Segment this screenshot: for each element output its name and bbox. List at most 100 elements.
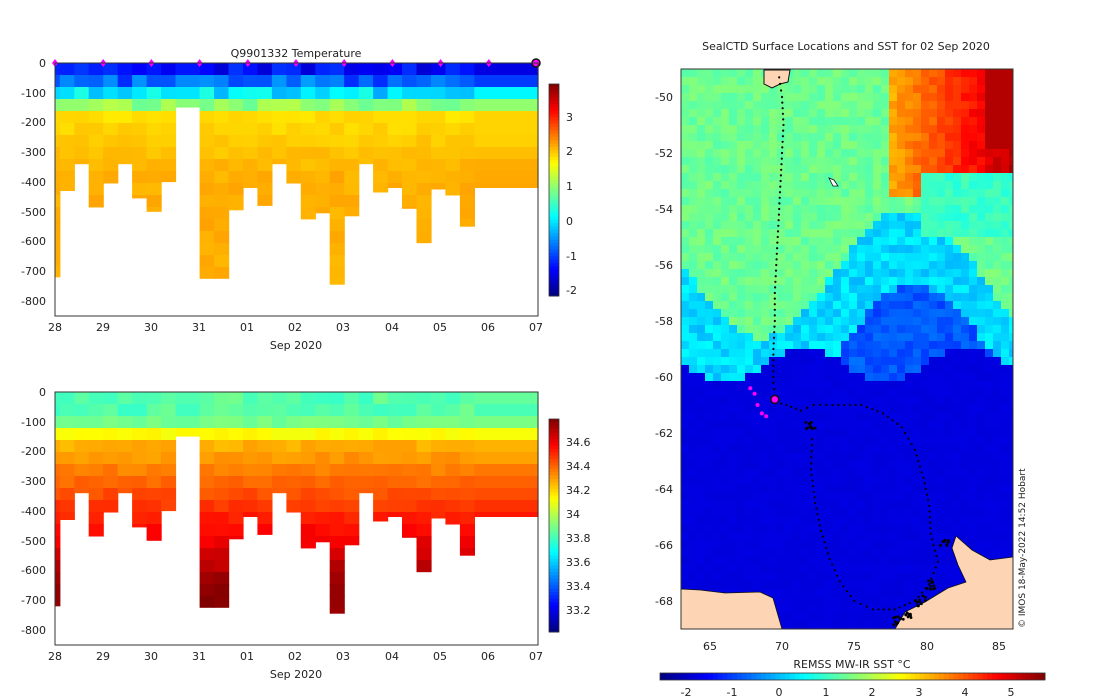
- sst-cell: [753, 309, 762, 318]
- sst-cell: [817, 77, 826, 86]
- sst-cell: [801, 245, 810, 254]
- track-point: [813, 426, 817, 430]
- sst-cell: [785, 301, 794, 310]
- track-point: [809, 468, 813, 471]
- sst-cell: [889, 517, 898, 526]
- sst-cell: [777, 453, 786, 462]
- sst-cell: [977, 541, 986, 550]
- sst-cell: [825, 325, 834, 334]
- colorbar-swatch: [751, 673, 757, 680]
- colorbar-swatch: [549, 605, 559, 610]
- colorbar-swatch: [549, 150, 559, 155]
- section-cell: [132, 476, 148, 489]
- sst-cell: [689, 365, 698, 374]
- sst-cell: [745, 261, 754, 270]
- sst-cell: [681, 429, 690, 438]
- current-position-marker: [770, 394, 780, 405]
- sst-cell: [769, 109, 778, 118]
- section-cell: [315, 159, 331, 172]
- section-cell: [228, 452, 244, 465]
- sst-cell: [921, 165, 930, 174]
- sst-cell: [825, 189, 834, 198]
- sst-cell: [833, 229, 842, 238]
- sst-cell: [705, 101, 714, 110]
- sst-cell: [729, 581, 738, 590]
- sst-cell: [761, 525, 770, 534]
- sst-cell: [825, 133, 834, 142]
- sst-cell: [769, 277, 778, 286]
- sst-cell: [897, 429, 906, 438]
- section-cell: [161, 452, 177, 465]
- sst-cell: [761, 117, 770, 126]
- colorbar-tick-label: 0: [566, 215, 573, 228]
- sst-cell: [873, 453, 882, 462]
- sst-cell: [889, 317, 898, 326]
- sst-cell: [697, 517, 706, 526]
- sst-cell: [937, 173, 946, 182]
- sst-cell: [913, 453, 922, 462]
- sst-cell: [713, 389, 722, 398]
- sst-cell: [937, 525, 946, 534]
- sst-cell: [897, 165, 906, 174]
- section-cell: [358, 99, 374, 112]
- sst-cell: [865, 621, 874, 629]
- sst-cell: [857, 597, 866, 606]
- sst-cell: [873, 205, 882, 214]
- sst-cell: [761, 517, 770, 526]
- colorbar-swatch: [549, 153, 559, 158]
- sst-cell: [1001, 341, 1010, 350]
- sst-cell: [809, 205, 818, 214]
- sst-cell: [993, 485, 1002, 494]
- sst-cell: [921, 77, 930, 86]
- sst-cell: [897, 605, 906, 614]
- sst-cell: [1001, 165, 1010, 174]
- sst-cell: [849, 621, 858, 629]
- sst-cell: [945, 221, 954, 230]
- sst-cell: [817, 277, 826, 286]
- sst-cell: [809, 173, 818, 182]
- sst-cell: [961, 229, 970, 238]
- sst-cell: [977, 189, 986, 198]
- sst-cell: [801, 285, 810, 294]
- sst-cell: [977, 117, 986, 126]
- sst-cell: [705, 237, 714, 246]
- track-point: [781, 146, 784, 149]
- section-cell: [146, 207, 162, 212]
- sst-cell: [881, 293, 890, 302]
- sst-cell: [945, 573, 954, 582]
- sst-cell: [985, 149, 994, 158]
- sst-cell: [753, 413, 762, 422]
- section-cell: [373, 183, 389, 193]
- sst-cell: [865, 325, 874, 334]
- section-cell: [214, 596, 230, 608]
- section-cell: [459, 524, 475, 537]
- sst-cell: [881, 469, 890, 478]
- section-cell: [271, 99, 287, 112]
- sst-cell: [929, 325, 938, 334]
- sst-cell: [913, 309, 922, 318]
- sst-cell: [841, 589, 850, 598]
- section-cell: [358, 392, 374, 405]
- sst-cell: [1001, 309, 1010, 318]
- section-cell: [243, 440, 259, 453]
- sst-cell: [689, 285, 698, 294]
- colorbar-swatch: [549, 508, 559, 513]
- sst-cell: [865, 381, 874, 390]
- sst-cell: [825, 413, 834, 422]
- sst-cell: [937, 485, 946, 494]
- colorbar-swatch: [549, 558, 559, 563]
- sst-cell: [697, 85, 706, 94]
- sst-cell: [881, 157, 890, 166]
- sst-cell: [769, 325, 778, 334]
- x-tick-label: 28: [48, 650, 62, 663]
- sst-cell: [905, 149, 914, 158]
- track-point: [936, 560, 940, 563]
- sst-cell: [809, 317, 818, 326]
- sst-cell: [1009, 373, 1013, 382]
- section-cell: [271, 75, 287, 88]
- sst-cell: [961, 437, 970, 446]
- section-cell: [431, 111, 447, 124]
- colorbar-swatch: [549, 286, 559, 290]
- section-cell: [228, 207, 244, 211]
- sst-cell: [793, 317, 802, 326]
